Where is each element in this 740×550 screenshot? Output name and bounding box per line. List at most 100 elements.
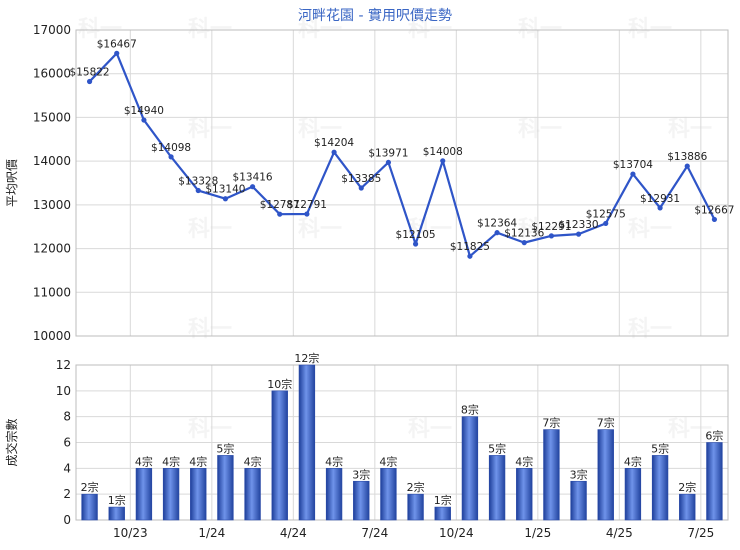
count-bar — [217, 455, 234, 521]
count-bar — [162, 468, 180, 521]
count-bar-label: 8宗 — [461, 403, 479, 417]
count-bar — [135, 468, 153, 521]
watermark-text: 科一 — [668, 117, 712, 142]
count-bar — [570, 480, 587, 521]
count-bar-label: 4宗 — [325, 454, 343, 468]
price-data-label: $12105 — [396, 229, 436, 241]
price-point — [86, 78, 93, 85]
price-data-label: $13328 — [178, 176, 218, 188]
count-bar — [624, 468, 642, 521]
watermark-text: 科一 — [628, 217, 672, 242]
price-point — [141, 117, 147, 123]
price-data-label: $13385 — [341, 173, 381, 185]
price-point — [114, 50, 120, 56]
count-bar — [380, 468, 397, 521]
price-y-tick-label: 15000 — [33, 110, 71, 124]
price-data-label: $16467 — [97, 38, 137, 50]
count-bar-label: 5宗 — [216, 441, 234, 455]
x-tick-label: 4/24 — [280, 526, 307, 540]
price-point — [195, 187, 201, 194]
count-bar-label: 2宗 — [81, 480, 99, 494]
price-point — [521, 240, 527, 246]
count-bar-label: 4宗 — [379, 454, 397, 468]
price-y-tick-label: 14000 — [33, 154, 71, 168]
count-bar-label: 4宗 — [189, 454, 207, 468]
count-y-tick-label: 10 — [56, 384, 71, 398]
count-bar-label: 3宗 — [352, 467, 370, 481]
count-bar — [244, 468, 261, 521]
price-point — [711, 216, 718, 223]
count-bar — [407, 493, 424, 521]
price-y-tick-label: 10000 — [33, 329, 71, 343]
x-tick-label: 4/25 — [606, 526, 633, 540]
count-bar — [651, 455, 669, 521]
price-data-label: $14098 — [151, 142, 191, 154]
count-bar — [298, 364, 316, 521]
watermark-text: 科一 — [408, 217, 452, 242]
count-bar-label: 1宗 — [108, 493, 126, 507]
count-bar-label: 7宗 — [542, 416, 560, 430]
count-y-axis-title: 成交宗數 — [4, 418, 19, 466]
price-data-label: $13704 — [613, 159, 653, 171]
price-point — [494, 230, 500, 236]
count-bar-label: 1宗 — [434, 493, 452, 507]
count-bar-label: 4宗 — [624, 454, 642, 468]
count-bar — [597, 429, 614, 521]
count-bar-label: 10宗 — [267, 377, 292, 391]
count-bar — [706, 442, 723, 521]
price-point — [331, 149, 337, 155]
x-tick-label: 1/24 — [198, 526, 225, 540]
watermark-text: 科一 — [188, 217, 232, 242]
price-series-line — [88, 52, 716, 258]
watermark-text: 科一 — [298, 117, 342, 142]
price-data-label: $12291 — [531, 221, 571, 233]
price-data-label: $12791 — [287, 199, 327, 211]
count-bar — [353, 480, 370, 521]
count-bar — [325, 468, 343, 521]
price-point — [358, 185, 364, 191]
count-bar-label: 12宗 — [294, 351, 319, 365]
price-point — [385, 159, 392, 166]
count-bar-label: 4宗 — [135, 454, 153, 468]
price-data-label: $12667 — [694, 204, 734, 216]
price-y-tick-label: 12000 — [33, 242, 71, 256]
price-point — [277, 211, 283, 217]
count-bar-label: 4宗 — [244, 454, 262, 468]
transaction-bar-chart: 0 2 4 6 8 10 12 10/23 1/24 4/24 7/24 10/24 1/25 4/25 7… — [4, 351, 729, 540]
price-point — [249, 184, 256, 190]
price-data-label: $12787 — [260, 199, 300, 211]
x-tick-label: 1/25 — [524, 526, 551, 540]
count-y-tick-label: 12 — [56, 358, 71, 372]
price-data-label: $11825 — [450, 241, 490, 253]
x-tick-label: 7/25 — [687, 526, 714, 540]
price-data-label: $12136 — [504, 228, 544, 240]
price-data-label: $12931 — [640, 193, 680, 205]
price-data-label: $14008 — [423, 146, 463, 158]
price-data-label: $13416 — [233, 172, 273, 184]
count-bar — [108, 506, 125, 521]
count-bar — [434, 506, 451, 521]
price-point — [603, 220, 609, 227]
count-bar — [81, 493, 98, 521]
price-data-label: $15822 — [70, 66, 110, 78]
count-plot-frame — [75, 364, 729, 521]
count-bar — [543, 429, 560, 521]
x-tick-label: 7/24 — [361, 526, 388, 540]
price-plot-frame — [75, 29, 729, 337]
watermark-text: 科一 — [188, 117, 232, 142]
price-point — [657, 205, 663, 211]
price-data-label: $12330 — [559, 219, 599, 231]
count-y-tick-label: 4 — [63, 461, 71, 475]
price-data-label: $13971 — [368, 147, 408, 159]
count-bar — [679, 493, 696, 521]
price-data-label: $13140 — [205, 184, 245, 196]
price-data-label: $12364 — [477, 218, 517, 230]
count-y-tick-label: 0 — [63, 513, 71, 527]
count-bar-label: 5宗 — [488, 441, 506, 455]
price-point — [630, 171, 636, 177]
price-data-label: $14940 — [124, 105, 164, 117]
price-y-tick-label: 13000 — [33, 198, 71, 212]
price-data-label: $12575 — [586, 208, 626, 220]
